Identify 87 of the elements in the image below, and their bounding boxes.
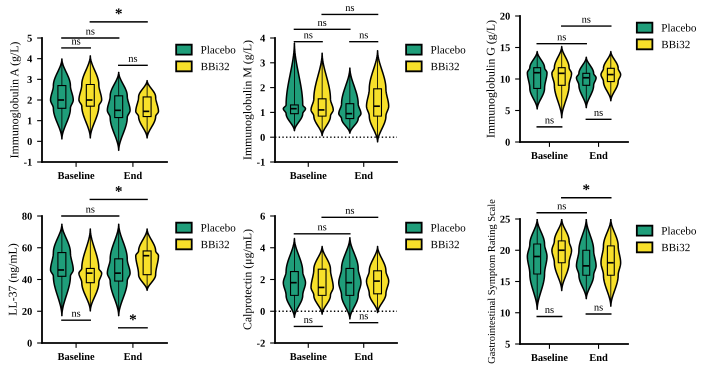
y-tick-label: 6	[260, 212, 265, 220]
x-tick-label: Baseline	[531, 152, 568, 160]
y-tick-label: 3	[27, 76, 32, 84]
y-tick-label: 4	[260, 244, 266, 252]
x-tick-label: End	[354, 352, 373, 360]
y-tick-label: 0	[505, 138, 510, 146]
y-tick-label: 5	[505, 107, 510, 114]
text: ns	[86, 30, 95, 35]
x-tick-label: End	[354, 172, 373, 180]
y-tick-label: 0	[260, 308, 265, 315]
y-tick-label: 0	[260, 134, 265, 141]
y-tick-label: -1	[24, 158, 32, 166]
x-tick-label: End	[124, 352, 142, 360]
legend-label: BBi32	[430, 62, 459, 70]
y-tick-label: 2	[260, 276, 265, 284]
legend-label: BBi32	[200, 62, 230, 70]
annotation: ns	[304, 33, 313, 38]
legend-label: Placebo	[662, 226, 696, 235]
text: ns	[345, 208, 354, 214]
x-tick-label: End	[589, 152, 608, 160]
y-axis-title: Calprotectin (μg/mL)	[243, 229, 254, 330]
y-tick-label: 5	[27, 34, 32, 42]
legend-label: BBi32	[662, 40, 690, 48]
y-axis-title: Immunoglobulin A (g/L)	[10, 42, 21, 158]
annotation: ns	[72, 312, 80, 317]
y-tick-label: 2	[28, 96, 32, 104]
x-tick-label: Baseline	[58, 172, 94, 180]
legend-label: Placebo	[200, 224, 236, 232]
text: *	[583, 184, 590, 190]
y-tick-label: 60	[22, 244, 32, 252]
y-tick-label: 0	[27, 138, 32, 146]
annotation: ns	[594, 306, 603, 311]
y-tick-label: 5	[505, 340, 510, 348]
x-tick-label: Baseline	[290, 352, 327, 360]
annotation: ns	[359, 33, 368, 38]
y-tick-label: 0	[27, 340, 32, 347]
x-tick-label: Baseline	[58, 352, 94, 360]
annotation: ns	[545, 308, 554, 314]
y-tick-label: 4	[260, 34, 266, 42]
y-tick-label: -1	[256, 158, 265, 166]
legend-label: Placebo	[662, 24, 696, 32]
x-tick-label: Baseline	[531, 354, 568, 362]
text: ns	[86, 208, 95, 213]
text: ns	[557, 204, 566, 210]
legend-label: BBi32	[662, 244, 690, 252]
text: ns	[345, 6, 354, 12]
annotation: ns	[582, 18, 591, 23]
y-tick-label: 80	[22, 212, 32, 220]
x-tick-label: End	[124, 172, 142, 180]
y-tick-label: 25	[500, 216, 510, 223]
text: *	[116, 8, 122, 14]
y-tick-label: 15	[500, 44, 510, 52]
y-tick-label: 40	[22, 276, 32, 284]
y-tick-label: 4	[27, 55, 32, 62]
annotation: ns	[318, 225, 326, 230]
legend-label: Placebo	[430, 224, 466, 232]
y-tick-label: 1	[260, 109, 265, 116]
y-axis-title: Gastrointestinal Symptom Rating Scale	[488, 200, 498, 364]
x-tick-label: Baseline	[290, 172, 327, 180]
annotation: ns	[557, 35, 566, 40]
y-axis-title: Immunoglobulin M (g/L)	[243, 40, 254, 160]
y-tick-label: 20	[22, 308, 32, 315]
annotation: ns	[545, 118, 554, 124]
legend-label: BBi32	[200, 240, 230, 248]
y-tick-label: 3	[260, 60, 265, 67]
y-axis-title: LL-37 (ng/mL)	[8, 244, 20, 316]
annotation: ns	[594, 110, 603, 116]
annotation: ns	[304, 318, 313, 324]
y-tick-label: 2	[260, 84, 265, 92]
x-tick-label: End	[589, 354, 608, 362]
y-tick-label: 20	[500, 12, 510, 20]
text: ns	[318, 20, 326, 26]
y-tick-label: 20	[500, 246, 510, 254]
y-tick-label: 10	[500, 76, 510, 83]
legend-label: Placebo	[430, 46, 466, 54]
y-tick-label: 10	[500, 309, 510, 316]
legend-label: Placebo	[200, 46, 236, 54]
annotation: *	[130, 314, 136, 320]
y-tick-label: 1	[28, 117, 32, 124]
y-axis-title: Immunoglobulin G (g/L)	[486, 20, 498, 138]
annotation: ns	[128, 56, 138, 62]
text: *	[116, 186, 122, 192]
annotation: ns	[72, 40, 80, 45]
legend-label: BBi32	[430, 240, 459, 248]
annotation: ns	[359, 314, 368, 320]
y-tick-label: -2	[256, 340, 265, 347]
y-tick-label: 15	[500, 278, 510, 286]
